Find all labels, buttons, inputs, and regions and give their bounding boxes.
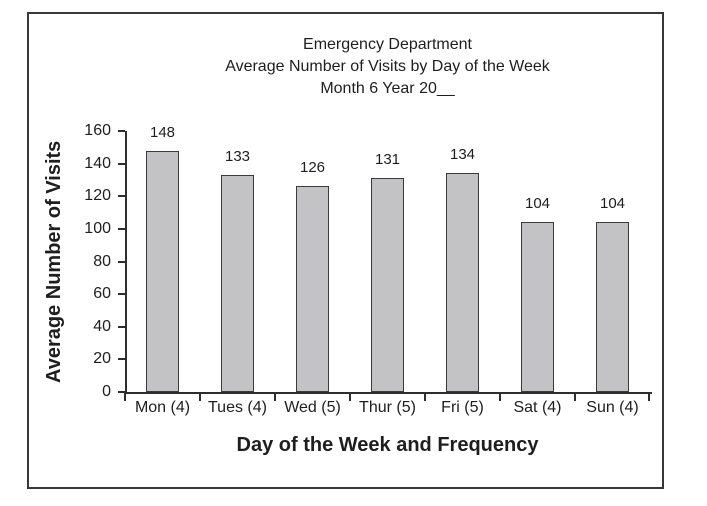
chart-title-line-3: Month 6 Year 20__ [320, 80, 455, 97]
x-tick [349, 392, 351, 401]
y-tick-label: 0 [102, 383, 111, 400]
plot-area: 0 20 40 60 80 100 120 140 160 148 Mon (4) 133 Tues (… [84, 122, 652, 416]
bar-value-label: 133 [224, 148, 251, 165]
chart-title: Emergency Department Average Number of V… [125, 34, 650, 100]
y-tick [118, 195, 125, 198]
y-tick-label: 60 [93, 285, 111, 303]
bar-value-label: 126 [299, 159, 326, 176]
y-tick [118, 325, 125, 328]
x-tick-label: Wed (5) [284, 399, 341, 416]
x-tick [574, 392, 576, 401]
y-tick-label: 20 [93, 350, 111, 368]
y-tick [118, 162, 125, 165]
x-tick [274, 392, 276, 401]
bar [221, 175, 254, 392]
x-tick-label: Fri (5) [441, 399, 484, 416]
x-tick [648, 392, 650, 401]
y-tick [118, 358, 125, 361]
y-tick [118, 227, 125, 230]
chart-frame: Emergency Department Average Number of V… [27, 12, 664, 489]
x-tick [124, 392, 126, 401]
y-tick [118, 391, 125, 393]
y-tick [118, 260, 125, 263]
y-tick-label: 40 [93, 317, 111, 335]
y-tick-label: 80 [93, 252, 111, 270]
y-tick-label: 120 [84, 187, 111, 205]
bar-value-label: 104 [599, 195, 626, 212]
bar [146, 151, 179, 392]
x-tick [424, 392, 426, 401]
x-axis-title: Day of the Week and Frequency [236, 434, 539, 456]
bar-value-label: 134 [449, 146, 476, 163]
x-tick-label: Tues (4) [208, 399, 267, 416]
chart-title-line-2: Average Number of Visits by Day of the W… [225, 58, 550, 75]
bar [371, 178, 404, 392]
y-tick-label: 160 [84, 122, 111, 139]
x-tick-label: Thur (5) [359, 399, 416, 416]
y-axis-title: Average Number of Visits [43, 140, 65, 383]
bar [296, 186, 329, 392]
bar [446, 173, 479, 392]
bar-value-label: 148 [149, 124, 176, 141]
bar [521, 222, 554, 392]
x-tick [499, 392, 501, 401]
y-axis-line [125, 131, 127, 394]
bar-value-label: 104 [524, 195, 551, 212]
bar [596, 222, 629, 392]
chart-title-line-1: Emergency Department [303, 36, 472, 53]
y-tick-label: 140 [84, 154, 111, 172]
y-tick [118, 130, 125, 132]
x-tick [199, 392, 201, 401]
x-tick-label: Sat (4) [513, 399, 562, 416]
bar-value-label: 131 [374, 151, 401, 168]
x-axis-line [125, 392, 652, 394]
y-tick [118, 293, 125, 296]
y-tick-label: 100 [84, 219, 111, 237]
x-tick-label: Sun (4) [586, 399, 639, 416]
x-tick-label: Mon (4) [134, 399, 191, 416]
